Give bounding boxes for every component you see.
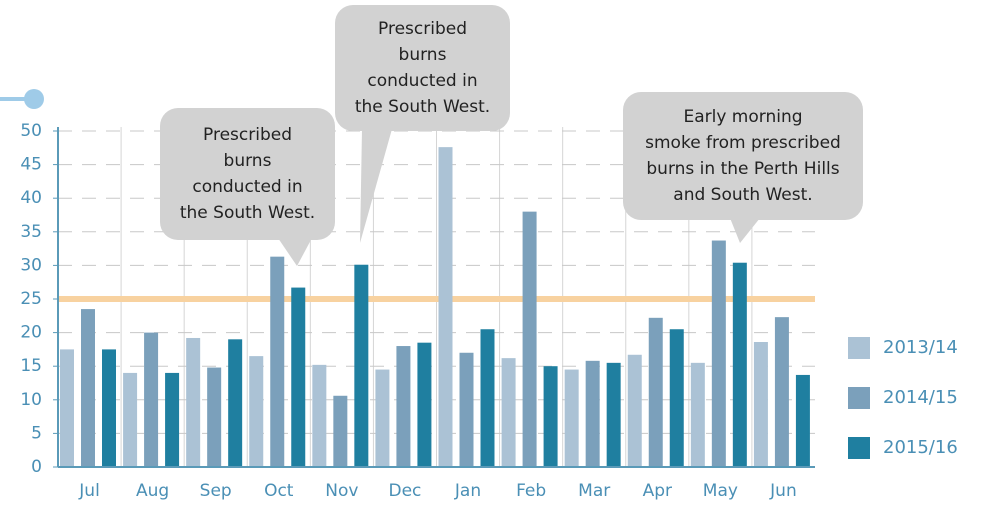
bar xyxy=(291,287,306,467)
bar xyxy=(396,346,411,467)
callout-box xyxy=(160,108,335,240)
x-tick-label: Jan xyxy=(454,481,481,501)
bar xyxy=(186,337,201,467)
callout-text: Prescribed xyxy=(203,125,292,145)
x-tick-label: Nov xyxy=(325,481,358,501)
legend-label: 2015/16 xyxy=(883,437,958,458)
callout-pointer xyxy=(730,218,760,243)
bar xyxy=(711,240,726,467)
y-tick-label: 40 xyxy=(20,188,42,208)
callout-text: burns xyxy=(399,45,447,65)
legend-label: 2013/14 xyxy=(883,337,958,358)
y-tick-label: 35 xyxy=(20,222,42,242)
callout-text: Prescribed xyxy=(378,19,467,39)
legend-swatch xyxy=(848,387,870,409)
callout-box xyxy=(623,92,863,220)
callout-text: the South West. xyxy=(180,203,315,223)
bar xyxy=(648,317,663,467)
callout-text: conducted in xyxy=(192,177,302,197)
bar xyxy=(459,352,474,467)
y-tick-label: 30 xyxy=(20,255,42,275)
x-tick-label: Oct xyxy=(264,481,294,501)
callout-pointer xyxy=(278,238,312,266)
callout-box xyxy=(335,5,510,131)
y-tick-label: 5 xyxy=(31,423,42,443)
bar xyxy=(81,309,95,467)
bar xyxy=(564,369,579,467)
bar xyxy=(543,366,558,467)
bar xyxy=(606,362,621,467)
callout-text: conducted in xyxy=(367,71,477,91)
bar xyxy=(354,264,369,467)
bar xyxy=(60,349,74,467)
slider-knob xyxy=(24,89,44,109)
callout-text: and South West. xyxy=(673,185,812,205)
bar xyxy=(438,147,453,468)
bar xyxy=(774,317,789,467)
callout-text: burns in the Perth Hills xyxy=(646,159,839,179)
callout-text: Early morning xyxy=(683,107,802,127)
y-tick-label: 15 xyxy=(20,356,42,376)
bar xyxy=(312,364,327,467)
bar xyxy=(228,339,243,467)
bar xyxy=(249,356,264,467)
y-tick-label: 0 xyxy=(31,457,42,477)
bar xyxy=(207,367,222,467)
y-tick-label: 10 xyxy=(20,390,42,410)
bar xyxy=(522,211,537,467)
bar xyxy=(165,372,180,467)
x-tick-label: Dec xyxy=(389,481,422,501)
legend-swatch xyxy=(848,437,870,459)
bar xyxy=(102,349,116,467)
x-tick-label: Aug xyxy=(136,481,169,501)
callout-pointer xyxy=(360,129,392,243)
x-tick-label: Feb xyxy=(516,481,546,501)
bar xyxy=(795,374,810,467)
x-tick-label: Jul xyxy=(78,481,100,501)
bar xyxy=(501,358,516,467)
x-tick-label: May xyxy=(703,481,738,501)
bar xyxy=(669,329,684,467)
bar xyxy=(270,256,285,467)
legend-swatch xyxy=(848,337,870,359)
bar xyxy=(375,369,390,467)
bar xyxy=(690,362,705,467)
x-tick-label: Jun xyxy=(769,481,797,501)
callout-text: smoke from prescribed xyxy=(645,133,841,153)
callout-text: burns xyxy=(224,151,272,171)
bar xyxy=(417,342,432,467)
bar xyxy=(123,372,138,467)
bar xyxy=(627,354,642,467)
y-tick-label: 45 xyxy=(20,155,42,175)
y-tick-label: 25 xyxy=(20,289,42,309)
callout-text: the South West. xyxy=(355,97,490,117)
bar xyxy=(480,329,495,467)
bar xyxy=(333,395,348,467)
bar xyxy=(732,262,747,467)
x-tick-label: Apr xyxy=(643,481,672,501)
x-tick-label: Sep xyxy=(200,481,232,501)
bar xyxy=(753,342,768,467)
legend-label: 2014/15 xyxy=(883,387,958,408)
bar xyxy=(144,332,159,467)
x-tick-label: Mar xyxy=(578,481,610,501)
bar xyxy=(585,360,600,467)
y-tick-label: 50 xyxy=(20,121,42,141)
y-tick-label: 20 xyxy=(20,323,42,343)
